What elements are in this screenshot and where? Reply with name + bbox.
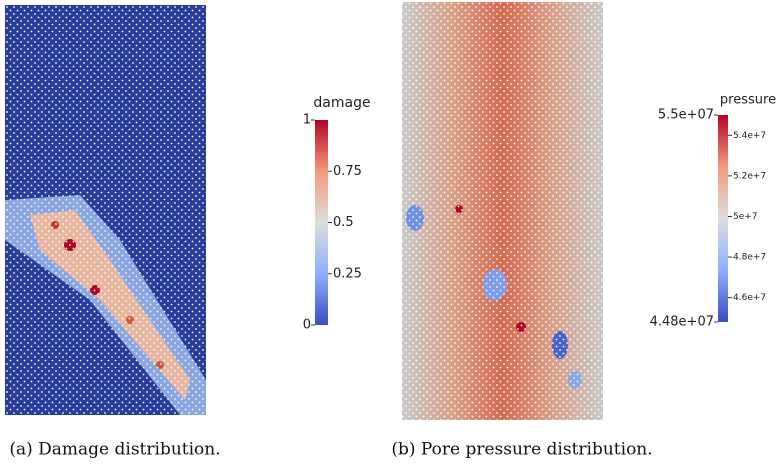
tick-label: 5e+7 bbox=[733, 212, 758, 222]
colorbar bbox=[315, 120, 328, 325]
tick-label: 5.4e+7 bbox=[733, 131, 766, 141]
damage-field bbox=[5, 5, 206, 415]
tick-label: 4.48e+07 bbox=[650, 315, 714, 330]
caption: (a) Damage distribution. bbox=[9, 440, 220, 460]
tick-label: 0.75 bbox=[333, 164, 362, 179]
tick-label: 0.5 bbox=[333, 215, 354, 230]
pressure-field bbox=[402, 2, 603, 420]
caption: (b) Pore pressure distribution. bbox=[391, 440, 652, 460]
tick-label: 5.2e+7 bbox=[733, 171, 766, 181]
tick-label: 1 bbox=[303, 113, 311, 128]
tick-label: 5.5e+07 bbox=[658, 108, 714, 123]
tick-label: 4.6e+7 bbox=[733, 293, 766, 303]
colorbar-title: damage bbox=[313, 95, 370, 111]
tick-label: 4.8e+7 bbox=[733, 253, 766, 263]
colorbar-title: pressure bbox=[720, 93, 776, 108]
tick-label: 0 bbox=[303, 318, 311, 333]
colorbar bbox=[718, 115, 728, 322]
tick-label: 0.25 bbox=[333, 266, 362, 281]
